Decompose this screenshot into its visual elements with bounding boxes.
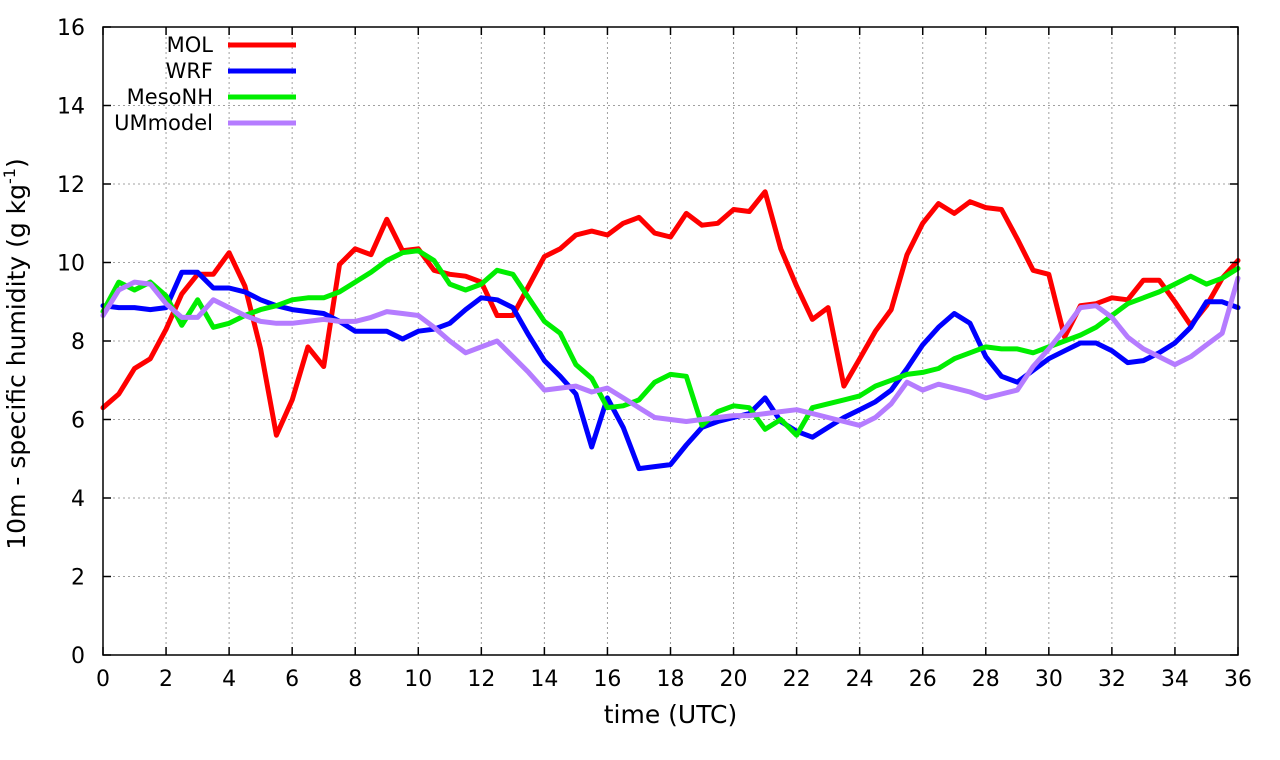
x-tick-label: 24 (846, 667, 874, 692)
y-axis-title: 10m - specific humidity (g kg-1) (0, 158, 31, 549)
x-tick-label: 30 (1035, 667, 1063, 692)
y-tick-label: 4 (71, 487, 85, 512)
y-tick-labels: 0 2 4 6 8 10 12 14 16 (57, 16, 85, 669)
x-tick-label: 8 (348, 667, 362, 692)
x-tick-label: 20 (720, 667, 748, 692)
x-tick-label: 26 (909, 667, 937, 692)
legend-label-mesonh: MesoNH (127, 85, 213, 109)
legend-label-wrf: WRF (166, 59, 213, 83)
x-tick-label: 16 (593, 667, 621, 692)
y-axis-title-main: 10m - specific humidity (g kg (2, 184, 31, 550)
x-tick-label: 36 (1224, 667, 1252, 692)
x-tick-label: 14 (530, 667, 558, 692)
series-line-ummodel (100, 275, 1241, 428)
series-line-wrf (100, 269, 1241, 472)
y-tick-label: 0 (71, 644, 85, 669)
legend-label-ummodel: UMmodel (114, 111, 213, 135)
series-line-mol (100, 189, 1241, 438)
y-tick-label: 16 (57, 16, 85, 41)
grid (103, 27, 1238, 655)
y-tick-label: 12 (57, 173, 85, 198)
x-tick-label: 10 (404, 667, 432, 692)
y-axis-title-tail: ) (2, 158, 31, 168)
x-tick-label: 2 (159, 667, 173, 692)
y-tick-label: 8 (71, 330, 85, 355)
x-tick-label: 22 (783, 667, 811, 692)
axis-ticks (102, 26, 1239, 656)
x-axis-title: time (UTC) (604, 700, 738, 729)
x-tick-labels: 0 2 4 6 8 10 12 14 16 18 20 22 24 26 28 30 32 34 36 (96, 667, 1252, 692)
x-tick-label: 18 (657, 667, 685, 692)
x-tick-label: 32 (1098, 667, 1126, 692)
y-tick-label: 2 (71, 566, 85, 591)
x-tick-label: 28 (972, 667, 1000, 692)
y-tick-label: 14 (57, 95, 85, 120)
series-lines (100, 189, 1241, 472)
y-tick-label: 10 (57, 252, 85, 277)
y-axis-title-sup: -1 (0, 168, 19, 184)
legend-label-mol: MOL (167, 33, 214, 57)
x-tick-label: 0 (96, 667, 110, 692)
y-tick-label: 6 (71, 409, 85, 434)
x-tick-label: 34 (1161, 667, 1189, 692)
x-tick-label: 12 (467, 667, 495, 692)
x-tick-label: 6 (285, 667, 299, 692)
x-tick-label: 4 (222, 667, 236, 692)
